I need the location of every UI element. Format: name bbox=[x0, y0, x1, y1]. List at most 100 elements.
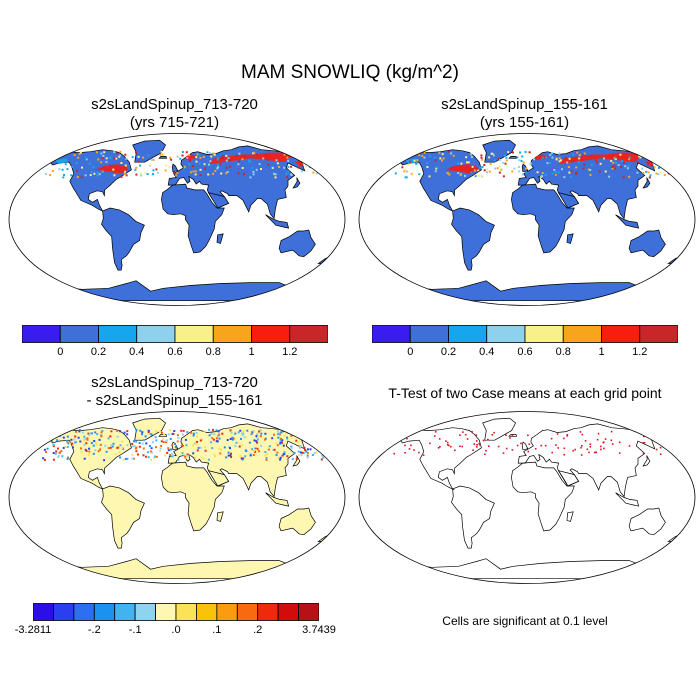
grid-cell bbox=[283, 167, 285, 169]
grid-cell bbox=[253, 454, 255, 456]
grid-cell bbox=[416, 159, 418, 161]
grid-cell bbox=[230, 429, 232, 431]
grid-cell bbox=[277, 444, 279, 446]
grid-cell bbox=[74, 436, 76, 438]
grid-cell bbox=[94, 431, 96, 433]
grid-cell bbox=[209, 160, 211, 162]
grid-cell bbox=[297, 430, 299, 432]
grid-cell bbox=[103, 151, 105, 153]
grid-cell bbox=[301, 170, 303, 172]
significant-cell bbox=[527, 435, 529, 437]
significant-cell bbox=[429, 443, 431, 445]
grid-cell bbox=[298, 451, 300, 453]
grid-cell bbox=[276, 159, 278, 161]
colorbar-tick-label: 0.4 bbox=[129, 346, 144, 358]
grid-cell bbox=[67, 458, 69, 460]
grid-cell bbox=[110, 444, 112, 446]
grid-cell bbox=[249, 442, 251, 444]
grid-cell bbox=[291, 174, 293, 176]
grid-cell bbox=[169, 429, 171, 431]
colorbar-tick-label: .2 bbox=[253, 624, 262, 636]
grid-cell bbox=[119, 155, 121, 157]
grid-cell bbox=[241, 432, 243, 434]
grid-cell bbox=[605, 171, 607, 173]
colorbar-case2 bbox=[372, 325, 678, 343]
grid-cell bbox=[465, 167, 467, 169]
grid-cell bbox=[558, 153, 560, 155]
grid-cell bbox=[277, 433, 279, 435]
grid-cell bbox=[628, 158, 630, 160]
colorbar-swatch bbox=[252, 326, 290, 343]
grid-cell bbox=[137, 454, 139, 456]
significant-cell bbox=[423, 454, 425, 456]
grid-cell bbox=[502, 162, 504, 164]
grid-cell bbox=[253, 173, 255, 175]
grid-cell bbox=[504, 155, 506, 157]
grid-cell bbox=[518, 170, 520, 172]
grid-cell bbox=[309, 438, 311, 440]
grid-cell bbox=[168, 449, 170, 451]
grid-cell bbox=[305, 166, 307, 168]
grid-cell bbox=[134, 445, 136, 447]
panel-difference-title-line1: s2sLandSpinup_713-720 bbox=[22, 374, 327, 392]
grid-cell bbox=[414, 160, 416, 162]
colorbar-swatch bbox=[176, 604, 196, 621]
grid-cell bbox=[204, 430, 206, 432]
grid-cell bbox=[628, 165, 630, 167]
grid-cell bbox=[466, 161, 468, 163]
grid-cell bbox=[441, 160, 443, 162]
grid-cell bbox=[313, 172, 315, 174]
grid-cell bbox=[506, 164, 508, 166]
grid-cell bbox=[99, 439, 101, 441]
grid-cell bbox=[153, 159, 155, 161]
grid-cell bbox=[131, 454, 133, 456]
grid-cell bbox=[506, 159, 508, 161]
significant-cell bbox=[585, 440, 587, 442]
grid-cell bbox=[256, 169, 258, 171]
grid-cell bbox=[307, 159, 309, 161]
land-iceland bbox=[159, 434, 167, 436]
grid-cell bbox=[482, 175, 484, 177]
grid-cell bbox=[159, 450, 161, 452]
significant-cell bbox=[472, 449, 474, 451]
grid-cell bbox=[190, 171, 192, 173]
significant-cell bbox=[658, 442, 660, 444]
significant-cell bbox=[666, 445, 668, 447]
significant-cell bbox=[447, 444, 449, 446]
colorbar-swatch bbox=[299, 604, 319, 621]
grid-cell bbox=[276, 452, 278, 454]
significant-cell bbox=[653, 433, 655, 435]
grid-cell bbox=[190, 432, 192, 434]
colorbar-tick-label: 0.2 bbox=[441, 346, 456, 358]
grid-cell bbox=[186, 431, 188, 433]
grid-cell bbox=[401, 166, 403, 168]
significant-cell bbox=[572, 450, 574, 452]
grid-cell bbox=[575, 172, 577, 174]
significant-cell bbox=[557, 447, 559, 449]
grid-cell bbox=[52, 170, 54, 172]
grid-cell bbox=[407, 164, 409, 166]
grid-cell bbox=[660, 172, 662, 174]
grid-cell bbox=[143, 439, 145, 441]
grid-cell bbox=[255, 449, 257, 451]
grid-cell bbox=[83, 444, 85, 446]
grid-cell bbox=[210, 441, 212, 443]
significant-cell bbox=[643, 453, 645, 455]
significant-cell bbox=[567, 434, 569, 436]
significant-cell bbox=[582, 434, 584, 436]
grid-cell bbox=[519, 152, 521, 154]
significant-cell bbox=[564, 448, 566, 450]
grid-cell bbox=[86, 450, 88, 452]
grid-cell bbox=[167, 447, 169, 449]
grid-cell bbox=[293, 153, 295, 155]
colorbar-difference-labels: -3.2811 -.2 -.1.0.1.2 3.7439 bbox=[33, 624, 319, 640]
grid-cell bbox=[211, 447, 213, 449]
grid-cell bbox=[138, 156, 140, 158]
grid-cell bbox=[228, 455, 230, 457]
grid-cell bbox=[569, 158, 571, 160]
panel-case1-title: s2sLandSpinup_713-720 (yrs 715-721) bbox=[22, 96, 327, 132]
colorbar-swatch bbox=[156, 604, 176, 621]
grid-cell bbox=[415, 163, 417, 165]
grid-cell bbox=[310, 448, 312, 450]
grid-cell bbox=[90, 174, 92, 176]
